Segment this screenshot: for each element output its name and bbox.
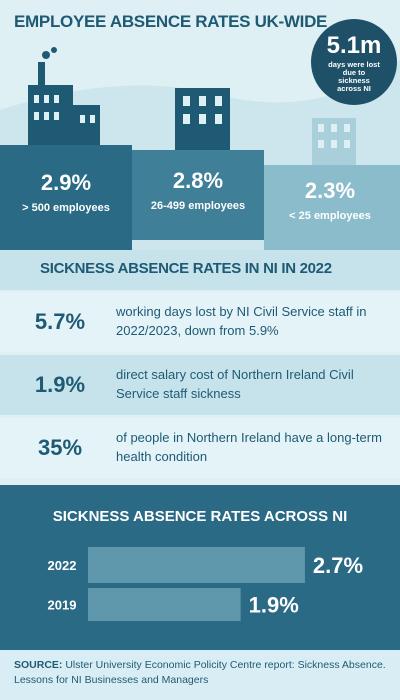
- source-text: Ulster University Economic Policity Cent…: [14, 659, 386, 686]
- category-label: 2019: [48, 598, 77, 613]
- rate-label: < 25 employees: [289, 210, 371, 222]
- rate-value: 2.8%: [172, 168, 224, 193]
- callout-value: 5.1m: [326, 32, 382, 59]
- source-label: SOURCE:: [14, 659, 63, 671]
- value-label: 2.7%: [313, 553, 363, 578]
- stat-row: 5.7% working days lost by NI Civil Servic…: [0, 292, 400, 352]
- rate-value: 2.3%: [304, 178, 356, 203]
- section-band: [0, 250, 400, 290]
- source: SOURCE: Ulster University Economic Polic…: [14, 658, 389, 688]
- buildings-illustration: [0, 19, 400, 250]
- stat-value: 35%: [37, 435, 83, 460]
- rate-label: 26-499 employees: [150, 200, 246, 212]
- rate-label: > 500 employees: [22, 202, 110, 214]
- stat-value: 5.7%: [34, 309, 86, 334]
- value-label: 1.9%: [249, 593, 299, 618]
- bar-chart: 2022 2.7% 2019 1.9%: [48, 547, 363, 621]
- stat-text: of people in Northern Ireland have a lon…: [116, 430, 382, 464]
- rate-value: 2.9%: [40, 170, 92, 195]
- section-title: SICKNESS ABSENCE RATES IN NI IN 2022: [40, 260, 332, 277]
- stat-text: working days lost by NI Civil Service st…: [116, 304, 367, 338]
- callout-text: days were lost due to sickness across NI: [328, 60, 380, 93]
- bar: [88, 547, 305, 583]
- category-label: 2022: [48, 558, 77, 573]
- stat-row: 35% of people in Northern Ireland have a …: [0, 418, 400, 478]
- title: EMPLOYEE ABSENCE RATES UK-WIDE: [14, 12, 328, 31]
- chart-title: SICKNESS ABSENCE RATES ACROSS NI: [52, 508, 348, 525]
- stat-text: direct salary cost of Northern Ireland C…: [116, 367, 354, 401]
- stat-value: 1.9%: [34, 372, 86, 397]
- stat-row: 1.9% direct salary cost of Northern Irela…: [0, 355, 400, 415]
- footer: [0, 650, 400, 700]
- bar: [88, 588, 241, 621]
